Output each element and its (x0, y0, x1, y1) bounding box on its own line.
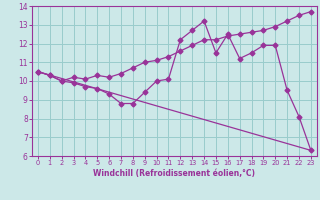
X-axis label: Windchill (Refroidissement éolien,°C): Windchill (Refroidissement éolien,°C) (93, 169, 255, 178)
